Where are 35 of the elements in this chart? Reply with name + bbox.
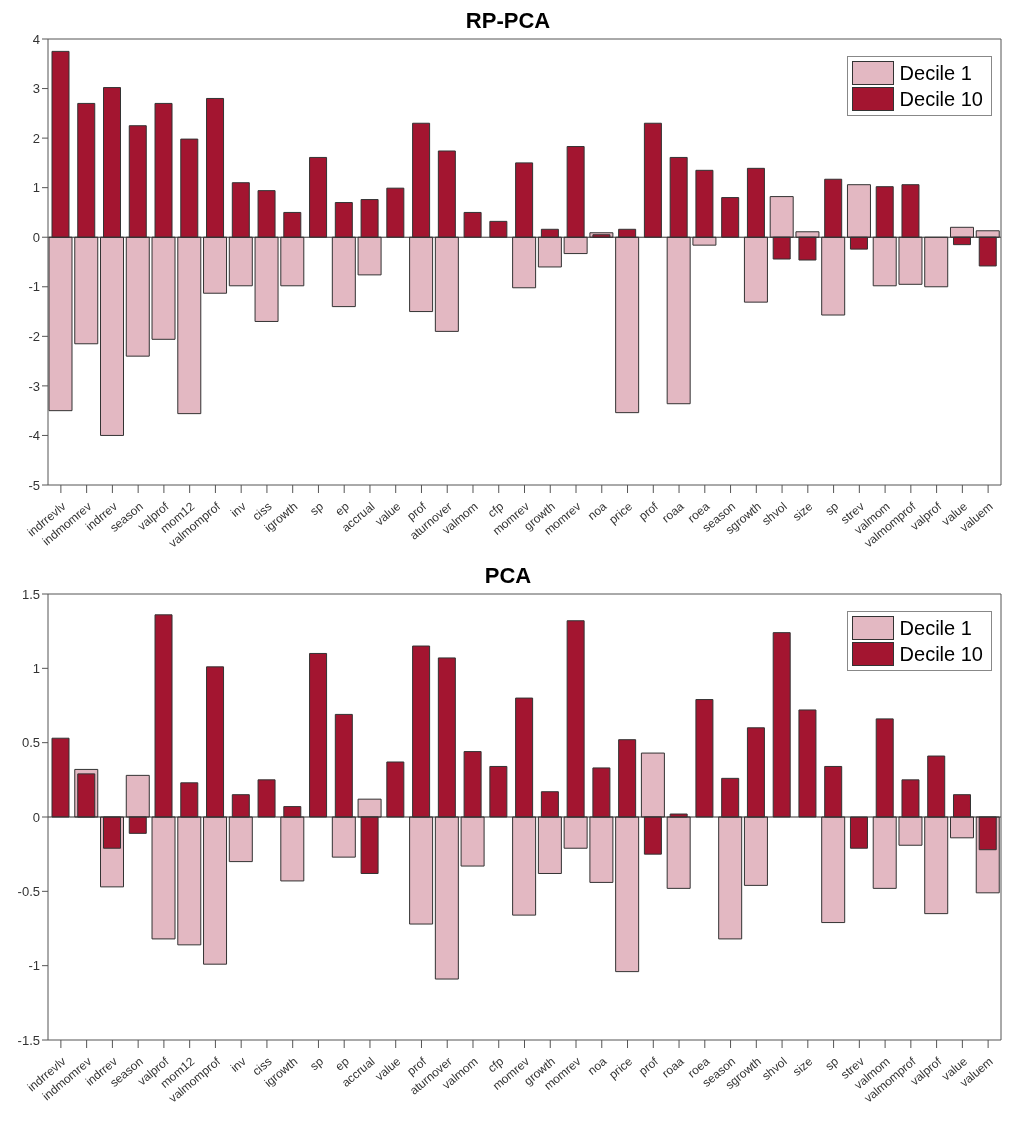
legend-label: Decile 10 xyxy=(899,87,983,111)
y-tick-label: 2 xyxy=(32,130,40,146)
x-tick-label: noa xyxy=(585,1054,610,1078)
y-tick-label: -2 xyxy=(28,328,40,344)
x-tick-label: sp xyxy=(822,1054,842,1074)
y-tick-label: -4 xyxy=(28,428,40,444)
x-tick-label: sp xyxy=(307,499,327,519)
y-tick-label: 1.5 xyxy=(21,586,40,602)
y-tick-label: 0 xyxy=(32,809,40,825)
x-tick-label: inv xyxy=(228,499,249,520)
y-tick-label: -0.5 xyxy=(17,883,40,899)
x-tick-label: sp xyxy=(307,1054,327,1074)
legend-label: Decile 10 xyxy=(899,642,983,666)
y-tick-label: -5 xyxy=(28,477,40,493)
legend-label: Decile 1 xyxy=(899,61,972,85)
x-tick-label: noa xyxy=(585,499,610,523)
y-tick-label: 1 xyxy=(32,180,40,196)
y-tick-label: 3 xyxy=(32,81,40,97)
y-tick-label: 0 xyxy=(32,229,40,245)
x-tick-label: size xyxy=(790,1054,816,1079)
x-tick-label: roaa xyxy=(659,499,687,526)
y-tick-label: 0.5 xyxy=(21,735,40,751)
legend-label: Decile 1 xyxy=(899,616,972,640)
chart-title: RP-PCA xyxy=(465,8,551,33)
y-tick-label: -1 xyxy=(28,279,40,295)
y-tick-label: 4 xyxy=(32,31,40,47)
chart-title: PCA xyxy=(484,563,532,588)
y-tick-label: 1 xyxy=(32,660,40,676)
y-tick-label: -1 xyxy=(28,958,40,974)
x-tick-label: inv xyxy=(228,1054,249,1075)
x-tick-label: size xyxy=(790,499,816,524)
y-tick-label: -1.5 xyxy=(17,1032,40,1048)
x-tick-label: roaa xyxy=(659,1054,687,1081)
x-tick-label: sp xyxy=(822,499,842,519)
y-tick-label: -3 xyxy=(28,378,40,394)
